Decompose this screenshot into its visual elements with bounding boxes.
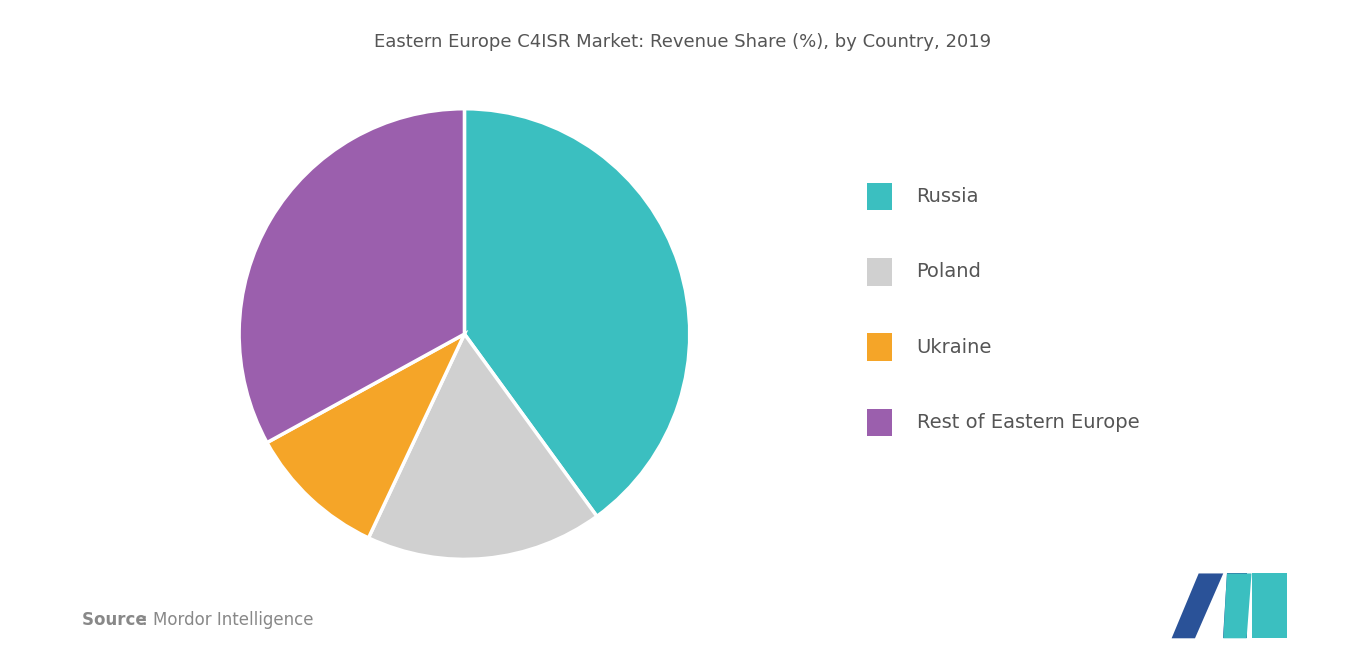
Polygon shape [1224, 574, 1251, 638]
Polygon shape [1224, 574, 1251, 638]
Text: Source: Source [82, 611, 153, 629]
Text: : Mordor Intelligence: : Mordor Intelligence [142, 611, 314, 629]
Wedge shape [464, 109, 690, 516]
Text: Eastern Europe C4ISR Market: Revenue Share (%), by Country, 2019: Eastern Europe C4ISR Market: Revenue Sha… [374, 33, 992, 50]
Text: Ukraine: Ukraine [917, 337, 992, 357]
Text: Poland: Poland [917, 262, 981, 282]
Wedge shape [369, 334, 597, 559]
Text: Rest of Eastern Europe: Rest of Eastern Europe [917, 413, 1139, 432]
Wedge shape [266, 334, 464, 538]
Wedge shape [239, 109, 464, 443]
Polygon shape [1251, 574, 1287, 638]
Polygon shape [1172, 574, 1224, 638]
Text: Russia: Russia [917, 187, 979, 206]
